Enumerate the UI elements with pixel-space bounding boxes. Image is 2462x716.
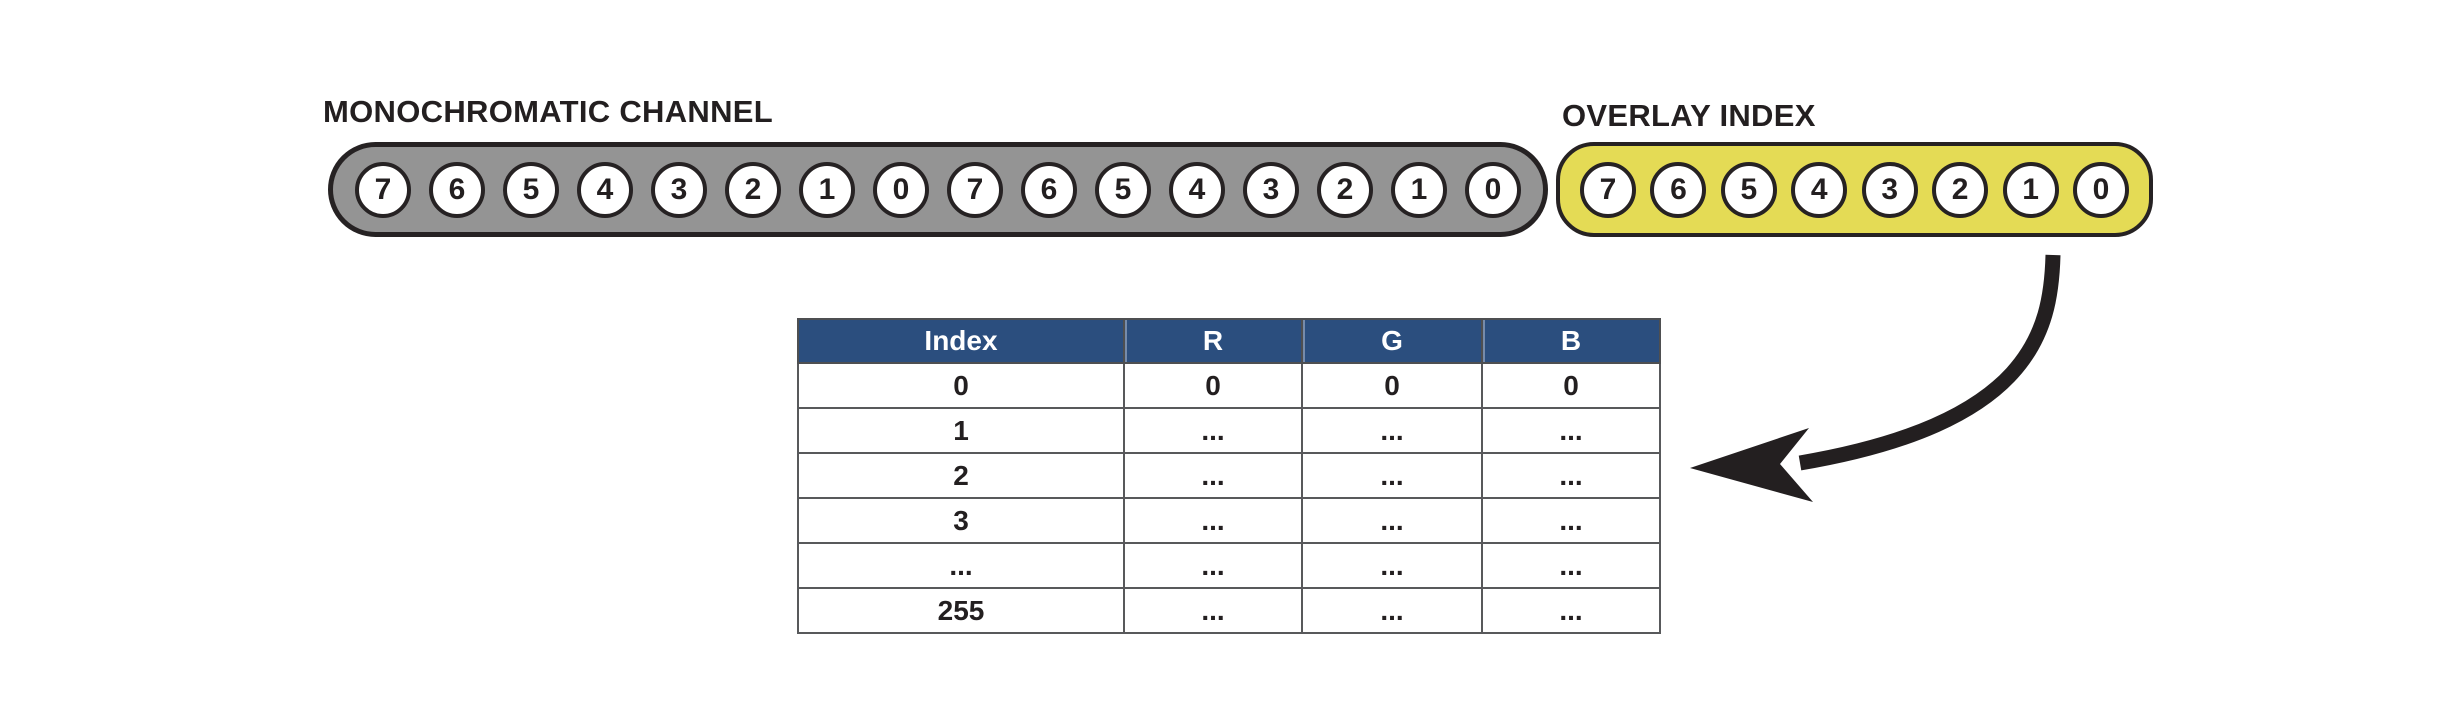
table-row: ... ... ... ...	[797, 542, 1661, 589]
table-row: 0 0 0 0	[797, 362, 1661, 409]
table-cell: ...	[1123, 587, 1303, 634]
bit-circle: 6	[1650, 161, 1707, 218]
bit-circle: 6	[429, 161, 485, 218]
bit-circle: 0	[873, 161, 929, 218]
bit-circle: 3	[1861, 161, 1918, 218]
table-cell: 0	[797, 362, 1125, 409]
bit-circle: 1	[799, 161, 855, 218]
header-cell-b: B	[1481, 318, 1661, 364]
monochromatic-channel-label: MONOCHROMATIC CHANNEL	[323, 94, 774, 129]
table-cell: ...	[1301, 452, 1483, 499]
table-cell: ...	[1481, 497, 1661, 544]
bit-circle: 4	[1169, 161, 1225, 218]
table-row: 3 ... ... ...	[797, 497, 1661, 544]
bit-circle: 7	[355, 161, 411, 218]
table-cell: ...	[1123, 542, 1303, 589]
table-cell: ...	[1123, 497, 1303, 544]
bit-circle: 3	[1243, 161, 1299, 218]
table-row: 2 ... ... ...	[797, 452, 1661, 499]
bit-circle: 5	[1720, 161, 1777, 218]
bit-circle: 5	[503, 161, 559, 218]
bit-circle: 4	[577, 161, 633, 218]
header-cell-r: R	[1123, 318, 1303, 364]
bit-circle: 1	[2002, 161, 2059, 218]
bit-circle: 4	[1791, 161, 1848, 218]
bit-circle: 2	[1932, 161, 1989, 218]
bit-circle: 6	[1021, 161, 1077, 218]
table-cell: ...	[1123, 452, 1303, 499]
table-row: 255 ... ... ...	[797, 587, 1661, 634]
table-header-row: Index R G B	[797, 318, 1661, 364]
color-lookup-table: Index R G B 0 0 0 0 1 ... ... ... 2 ...	[797, 318, 1661, 634]
bit-circle: 3	[651, 161, 707, 218]
table-cell: ...	[1123, 407, 1303, 454]
table-cell: 0	[1123, 362, 1303, 409]
header-cell-g: G	[1301, 318, 1483, 364]
monochromatic-channel-bar: 7 6 5 4 3 2 1 0 7 6 5 4 3 2 1 0	[328, 142, 1548, 237]
table-cell: 3	[797, 497, 1125, 544]
bit-circle: 0	[2072, 161, 2129, 218]
table-cell: ...	[1301, 407, 1483, 454]
bit-circle: 2	[725, 161, 781, 218]
table-cell: ...	[1481, 542, 1661, 589]
table-cell: ...	[1481, 587, 1661, 634]
curved-arrow-shaft	[1798, 254, 2061, 471]
bit-circle: 1	[1391, 161, 1447, 218]
bit-circle: 2	[1317, 161, 1373, 218]
table-cell: ...	[1301, 587, 1483, 634]
header-cell-index: Index	[797, 318, 1125, 364]
table-cell: ...	[1481, 452, 1661, 499]
table-cell: ...	[1481, 407, 1661, 454]
table-cell: ...	[1301, 497, 1483, 544]
table-cell: ...	[1301, 542, 1483, 589]
table-cell: 1	[797, 407, 1125, 454]
table-row: 1 ... ... ...	[797, 407, 1661, 454]
table-cell: 255	[797, 587, 1125, 634]
bit-circle: 7	[1580, 161, 1636, 218]
table-cell: 0	[1301, 362, 1483, 409]
overlay-index-label: OVERLAY INDEX	[1562, 98, 1816, 133]
bit-circle: 0	[1465, 161, 1521, 218]
table-cell: 2	[797, 452, 1125, 499]
bit-circle: 7	[947, 161, 1003, 218]
table-cell: 0	[1481, 362, 1661, 409]
curved-arrow-head-icon	[1690, 428, 1813, 502]
overlay-index-bar: 7 6 5 4 3 2 1 0	[1556, 142, 2153, 237]
table-cell: ...	[797, 542, 1125, 589]
bit-circle: 5	[1095, 161, 1151, 218]
